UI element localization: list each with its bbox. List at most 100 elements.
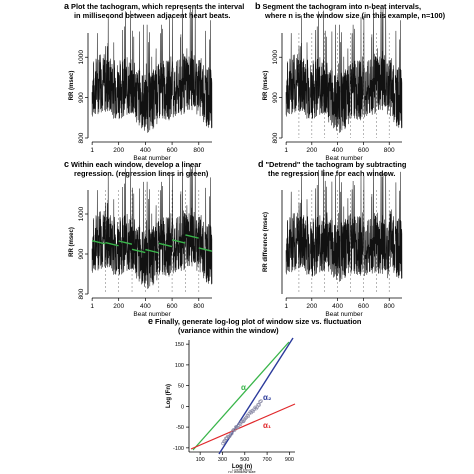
panel-e-data-point — [257, 403, 261, 407]
panel-d-x-axis-label: Beat number — [325, 311, 363, 318]
panel-a-x-tick-label: 800 — [193, 147, 204, 154]
panel-e-data-point — [228, 434, 232, 438]
panel-e-alpha2-label: α₂ — [263, 393, 272, 402]
panel-b-caption-line-2: where n is the window size (in this exam… — [265, 10, 446, 20]
panel-c-regression-line — [171, 239, 186, 244]
panel-e-data-point — [259, 399, 263, 403]
panel-a-y-tick-label: 800 — [78, 132, 85, 143]
panel-c-caption-line-2: regression. (regression lines in green) — [74, 168, 209, 178]
panel-e-alpha1-line — [190, 403, 296, 450]
panel-e-x-tick-label: 300 — [218, 457, 227, 463]
panel-d-x-tick-label: 800 — [384, 303, 395, 310]
panel-a-y-tick-label: 1000 — [78, 50, 85, 65]
panel-e-y-tick-label: 150 — [175, 342, 184, 348]
panel-d-caption: d "Detrend" the tachogram by subtracting … — [258, 160, 468, 178]
panel-c-regression-line — [198, 247, 213, 252]
panel-c-regression-line — [158, 242, 173, 248]
panel-c-regression-line — [118, 240, 133, 245]
panel-e-letter: e — [148, 316, 154, 326]
panel-d-tachogram-line — [285, 168, 403, 282]
panel-b-x-tick-label: 200 — [306, 147, 317, 154]
panel-e-y-tick-label: -100 — [173, 446, 184, 452]
panel-b-caption-line-1: Segment the tachogram into n-beat interv… — [262, 2, 422, 11]
panel-c-x-tick-label: 200 — [113, 303, 124, 310]
panel-a-y-tick-label: 900 — [78, 92, 85, 103]
panel-a-y-axis-label: RR (msec) — [69, 71, 75, 101]
panel-e-data-point — [229, 432, 233, 437]
panel-b-y-axis-label: RR (msec) — [263, 71, 269, 101]
panel-c-caption: c Within each window, develop a linear re… — [64, 160, 264, 178]
panel-e-alpha-line — [192, 341, 290, 451]
panel-e-y-tick-label: -50 — [176, 425, 184, 431]
panel-c-tachogram-line — [91, 164, 213, 289]
panel-e-y-tick-label: 50 — [178, 384, 184, 390]
panel-a-caption: a Plot the tachogram, which represents th… — [64, 2, 264, 20]
panel-e-data-point — [243, 416, 248, 421]
panel-e-y-axis-label: Log (Fn) — [166, 384, 172, 408]
panel-e-alpha-label: α — [241, 383, 246, 392]
panel-e-x-axis-sublabel: n= window size — [228, 469, 256, 474]
panel-e-caption: e Finally, generate log-log plot of windo… — [148, 317, 408, 335]
panel-b-x-tick-label: 600 — [358, 147, 369, 154]
panel-e-caption-line-2: (variance within the window) — [178, 325, 279, 335]
panel-d-x-tick-label: 600 — [358, 303, 369, 310]
panel-b-letter: b — [255, 1, 261, 11]
panel-d-caption-line-1: "Detrend" the tachogram by subtracting — [265, 160, 407, 169]
panel-e-x-tick-label: 100 — [196, 457, 205, 463]
panel-d-x-tick-label: 200 — [306, 303, 317, 310]
panel-c-regression-line — [131, 248, 146, 254]
panel-a-x-tick-label: 1 — [90, 147, 94, 154]
panel-e-x-tick-label: 700 — [263, 457, 272, 463]
panel-a-x-tick-label: 200 — [113, 147, 124, 154]
panel-a-x-tick-label: 400 — [140, 147, 151, 154]
panel-c-x-axis-label: Beat number — [133, 311, 171, 318]
panel-d-y-axis-label: RR difference (msec) — [263, 212, 269, 272]
panel-c-x-tick-label: 600 — [167, 303, 178, 310]
panel-d-x-tick-label: 400 — [332, 303, 343, 310]
panel-e-caption-line-1: Finally, generate log-log plot of window… — [155, 317, 362, 326]
panel-b-y-tick-label: 900 — [272, 92, 279, 103]
panel-b-x-tick-label: 1 — [284, 147, 288, 154]
panel-e-x-axis-label: Log (n) — [232, 464, 252, 470]
panel-c-caption-line-1: Within each window, develop a linear — [71, 160, 202, 169]
panel-a-x-axis-label: Beat number — [133, 155, 171, 162]
panel-d-caption-line-2: the regression line for each window. — [268, 168, 396, 178]
panel-e-x-tick-label: 900 — [285, 457, 294, 463]
panel-b-x-tick-label: 800 — [384, 147, 395, 154]
panel-e-y-tick-label: 100 — [175, 363, 184, 369]
panel-c-regression-line — [105, 241, 119, 247]
panel-c-regression-line — [91, 239, 106, 245]
panel-d-x-tick-label: 1 — [284, 303, 288, 310]
panel-c-x-tick-label: 1 — [90, 303, 94, 310]
panel-e-y-tick-label: 0 — [181, 404, 184, 410]
panel-b-tachogram-line — [285, 7, 403, 133]
panel-a-tachogram-line — [91, 7, 213, 133]
panel-b-x-axis-label: Beat number — [325, 155, 363, 162]
panel-c-y-tick-label: 900 — [78, 248, 85, 259]
panel-b-x-tick-label: 400 — [332, 147, 343, 154]
panel-a-caption-line-1: Plot the tachogram, which represents the… — [71, 2, 245, 11]
panel-c-y-tick-label: 1000 — [78, 206, 85, 221]
panel-e-data-point — [221, 441, 225, 446]
panel-a-letter: a — [64, 1, 70, 11]
panel-c-x-tick-label: 400 — [140, 303, 151, 310]
panel-e-alpha1-label: α₁ — [263, 421, 272, 430]
panel-b-caption: b Segment the tachogram into n-beat inter… — [255, 2, 470, 20]
panel-e-data-point — [252, 407, 256, 411]
panel-b-y-tick-label: 800 — [272, 132, 279, 143]
panel-e-x-tick-label: 500 — [240, 457, 249, 463]
panel-c-y-axis-label: RR (msec) — [69, 227, 75, 257]
panel-c-x-tick-label: 800 — [193, 303, 204, 310]
panel-c-letter: c — [64, 159, 70, 169]
panel-e-footnote: Lorem ipsum — [232, 468, 252, 472]
panel-d-letter: d — [258, 159, 264, 169]
panel-c-regression-line — [145, 248, 159, 254]
panel-a-x-tick-label: 600 — [167, 147, 178, 154]
panel-c-y-tick-label: 800 — [78, 288, 85, 299]
panel-b-y-tick-label: 1000 — [272, 50, 279, 65]
panel-a-caption-line-2: in millisecond between adjacent heart be… — [74, 10, 231, 20]
panel-e-data-point — [235, 425, 240, 430]
panel-c-regression-line — [185, 234, 199, 239]
panel-e-data-point — [233, 428, 237, 432]
